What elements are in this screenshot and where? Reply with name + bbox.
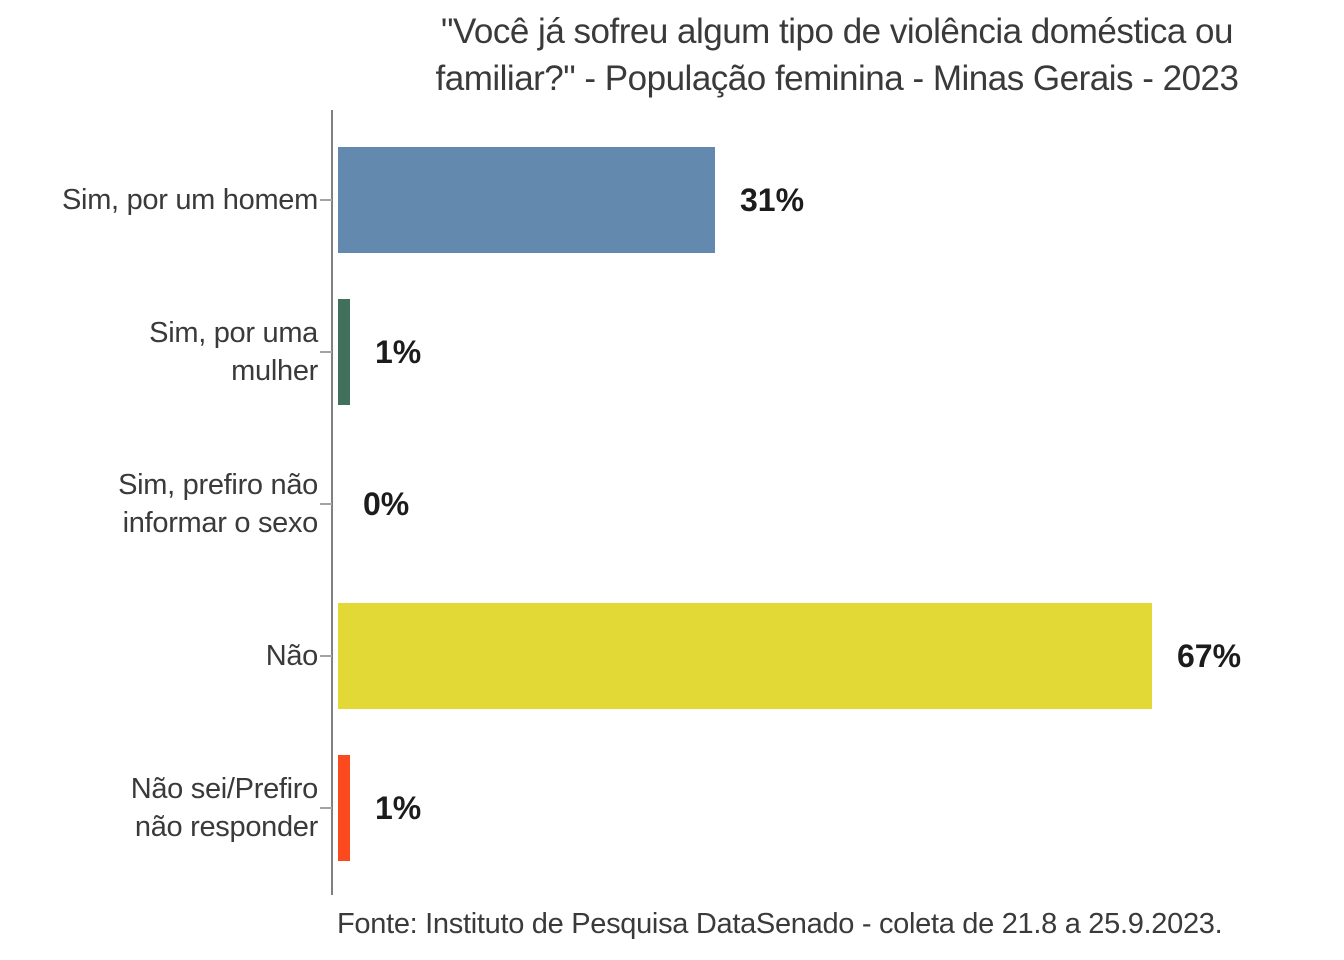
axis-tick: [320, 199, 332, 201]
category-label: Sim, por uma mulher: [0, 276, 318, 428]
category-label-line: Não: [265, 640, 319, 672]
chart-row: Sim, por uma mulher 1%: [0, 276, 1344, 428]
bar: [338, 147, 715, 253]
chart-row: Sim, por um homem 31%: [0, 124, 1344, 276]
category-label: Sim, por um homem: [0, 124, 318, 276]
chart-title-line-2: familiar?" - População feminina - Minas …: [435, 59, 1239, 98]
chart-title: "Você já sofreu algum tipo de violência …: [330, 8, 1344, 102]
axis-tick: [320, 351, 332, 353]
value-label: 1%: [375, 333, 422, 370]
category-label-line: Sim, prefiro não: [118, 469, 318, 501]
chart-row: Não 67%: [0, 580, 1344, 732]
chart-row: Não sei/Prefiro não responder 1%: [0, 732, 1344, 884]
source-note: Fonte: Instituto de Pesquisa DataSenado …: [337, 908, 1223, 940]
chart-title-line-1: "Você já sofreu algum tipo de violência …: [441, 12, 1233, 51]
category-label: Não: [0, 580, 319, 732]
value-label: 67%: [1177, 637, 1242, 674]
bar: [338, 603, 1152, 709]
value-label: 31%: [740, 181, 805, 218]
axis-tick: [320, 503, 332, 505]
axis-tick: [320, 655, 332, 657]
bar: [338, 755, 350, 861]
category-label: Não sei/Prefiro não responder: [0, 732, 319, 884]
y-axis-line: [331, 110, 333, 895]
axis-tick: [320, 807, 332, 809]
value-label: 1%: [375, 789, 422, 826]
chart-row: Sim, prefiro não informar o sexo 0%: [0, 428, 1344, 580]
value-label: 0%: [363, 485, 410, 522]
category-label-line: Sim, por uma: [149, 317, 318, 349]
category-label: Sim, prefiro não informar o sexo: [0, 428, 318, 580]
category-label-line: informar o sexo: [122, 507, 319, 539]
category-label-line: Sim, por um homem: [62, 184, 318, 216]
category-label-line: mulher: [231, 355, 318, 387]
category-label-line: não responder: [134, 811, 318, 843]
category-label-line: Não sei/Prefiro: [130, 773, 319, 805]
bar: [338, 299, 350, 405]
